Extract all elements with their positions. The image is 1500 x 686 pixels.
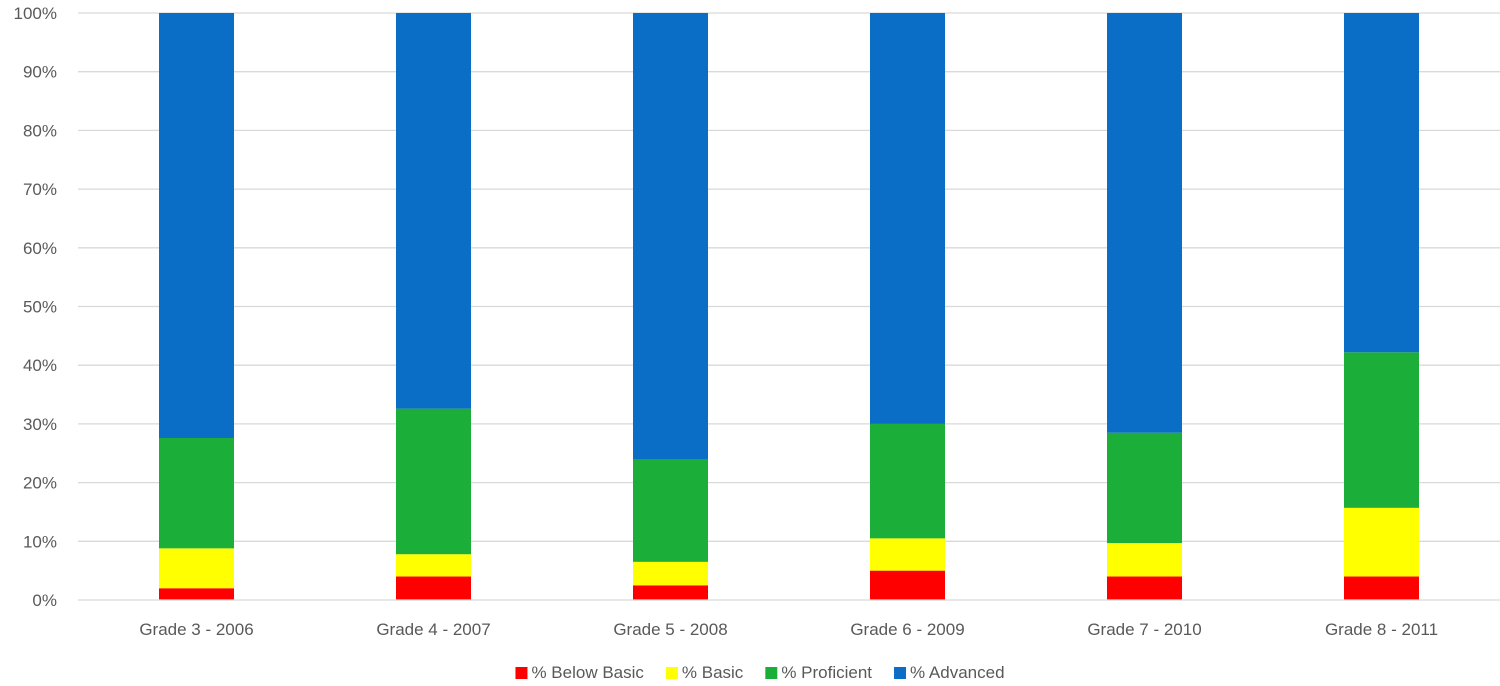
bar-segment-basic: [396, 554, 471, 577]
bar-segment-proficient: [1344, 352, 1419, 508]
x-tick-label: Grade 3 - 2006: [139, 620, 253, 639]
y-tick-label: 60%: [23, 239, 57, 258]
y-tick-label: 100%: [14, 4, 57, 23]
bar-stack: [1344, 13, 1419, 600]
legend-label: % Below Basic: [531, 663, 644, 682]
legend-label: % Proficient: [781, 663, 872, 682]
bar-segment-basic: [870, 538, 945, 571]
bar-segment-advanced: [870, 13, 945, 424]
y-tick-label: 30%: [23, 415, 57, 434]
legend-swatch: [515, 667, 528, 679]
bar-segment-proficient: [159, 437, 234, 549]
legend: % Below Basic % Basic % Proficient % Advanc…: [515, 663, 1005, 682]
x-tick-label: Grade 8 - 2011: [1325, 620, 1438, 639]
legend-swatch: [894, 667, 907, 679]
legend-entry: % Advanced: [894, 663, 1005, 682]
bar-segment-basic: [159, 548, 234, 589]
gridlines: [78, 12, 1500, 542]
y-tick-label: 40%: [23, 356, 57, 375]
bar-segment-advanced: [633, 13, 708, 460]
legend-entry: % Proficient: [765, 663, 872, 682]
legend-label: % Advanced: [910, 663, 1005, 682]
y-tick-label: 0%: [32, 591, 57, 610]
x-tick-label: Grade 7 - 2010: [1087, 620, 1201, 639]
y-tick-label: 80%: [23, 121, 57, 140]
x-axis-ticks: Grade 3 - 2006 Grade 4 - 2007 Grade 5 - 20…: [139, 620, 1438, 639]
bar-segment-advanced: [159, 13, 234, 438]
y-tick-label: 70%: [23, 180, 57, 199]
y-tick-label: 20%: [23, 474, 57, 493]
bar-stack: [1107, 13, 1182, 600]
bar-stack: [396, 13, 471, 600]
bar-segment-basic: [1107, 543, 1182, 577]
legend-swatch: [665, 667, 678, 679]
legend-entry: % Below Basic: [515, 663, 644, 682]
bar-stack: [870, 13, 945, 600]
bar-segment-advanced: [1107, 13, 1182, 433]
legend-swatch: [765, 667, 778, 679]
bar-segment-below-basic: [870, 570, 945, 600]
bar-segment-below-basic: [159, 588, 234, 600]
bar-stack: [159, 13, 234, 600]
bar-segment-basic: [633, 561, 708, 586]
bar-stack: [633, 13, 708, 600]
x-tick-label: Grade 4 - 2007: [376, 620, 490, 639]
y-tick-label: 10%: [23, 532, 57, 551]
bar-segment-proficient: [396, 408, 471, 555]
bar-segment-advanced: [396, 13, 471, 409]
bar-segment-proficient: [1107, 432, 1182, 544]
bar-segment-below-basic: [1344, 576, 1419, 600]
x-tick-label: Grade 6 - 2009: [850, 620, 964, 639]
bar-segment-proficient: [870, 423, 945, 539]
bar-segment-below-basic: [396, 576, 471, 600]
legend-entry: % Basic: [665, 663, 744, 682]
x-tick-label: Grade 5 - 2008: [613, 620, 727, 639]
y-tick-label: 50%: [23, 298, 57, 317]
bar-segment-below-basic: [1107, 576, 1182, 600]
bar-segment-basic: [1344, 507, 1419, 577]
bar-segment-proficient: [633, 459, 708, 562]
y-axis-ticks: 0% 10% 20% 30% 40% 50% 60% 70% 80% 90% 100%: [14, 4, 57, 610]
y-tick-label: 90%: [23, 63, 57, 82]
bar-stacks: [159, 13, 1419, 600]
legend-label: % Basic: [682, 663, 744, 682]
bar-segment-advanced: [1344, 13, 1419, 353]
bar-segment-below-basic: [633, 585, 708, 600]
